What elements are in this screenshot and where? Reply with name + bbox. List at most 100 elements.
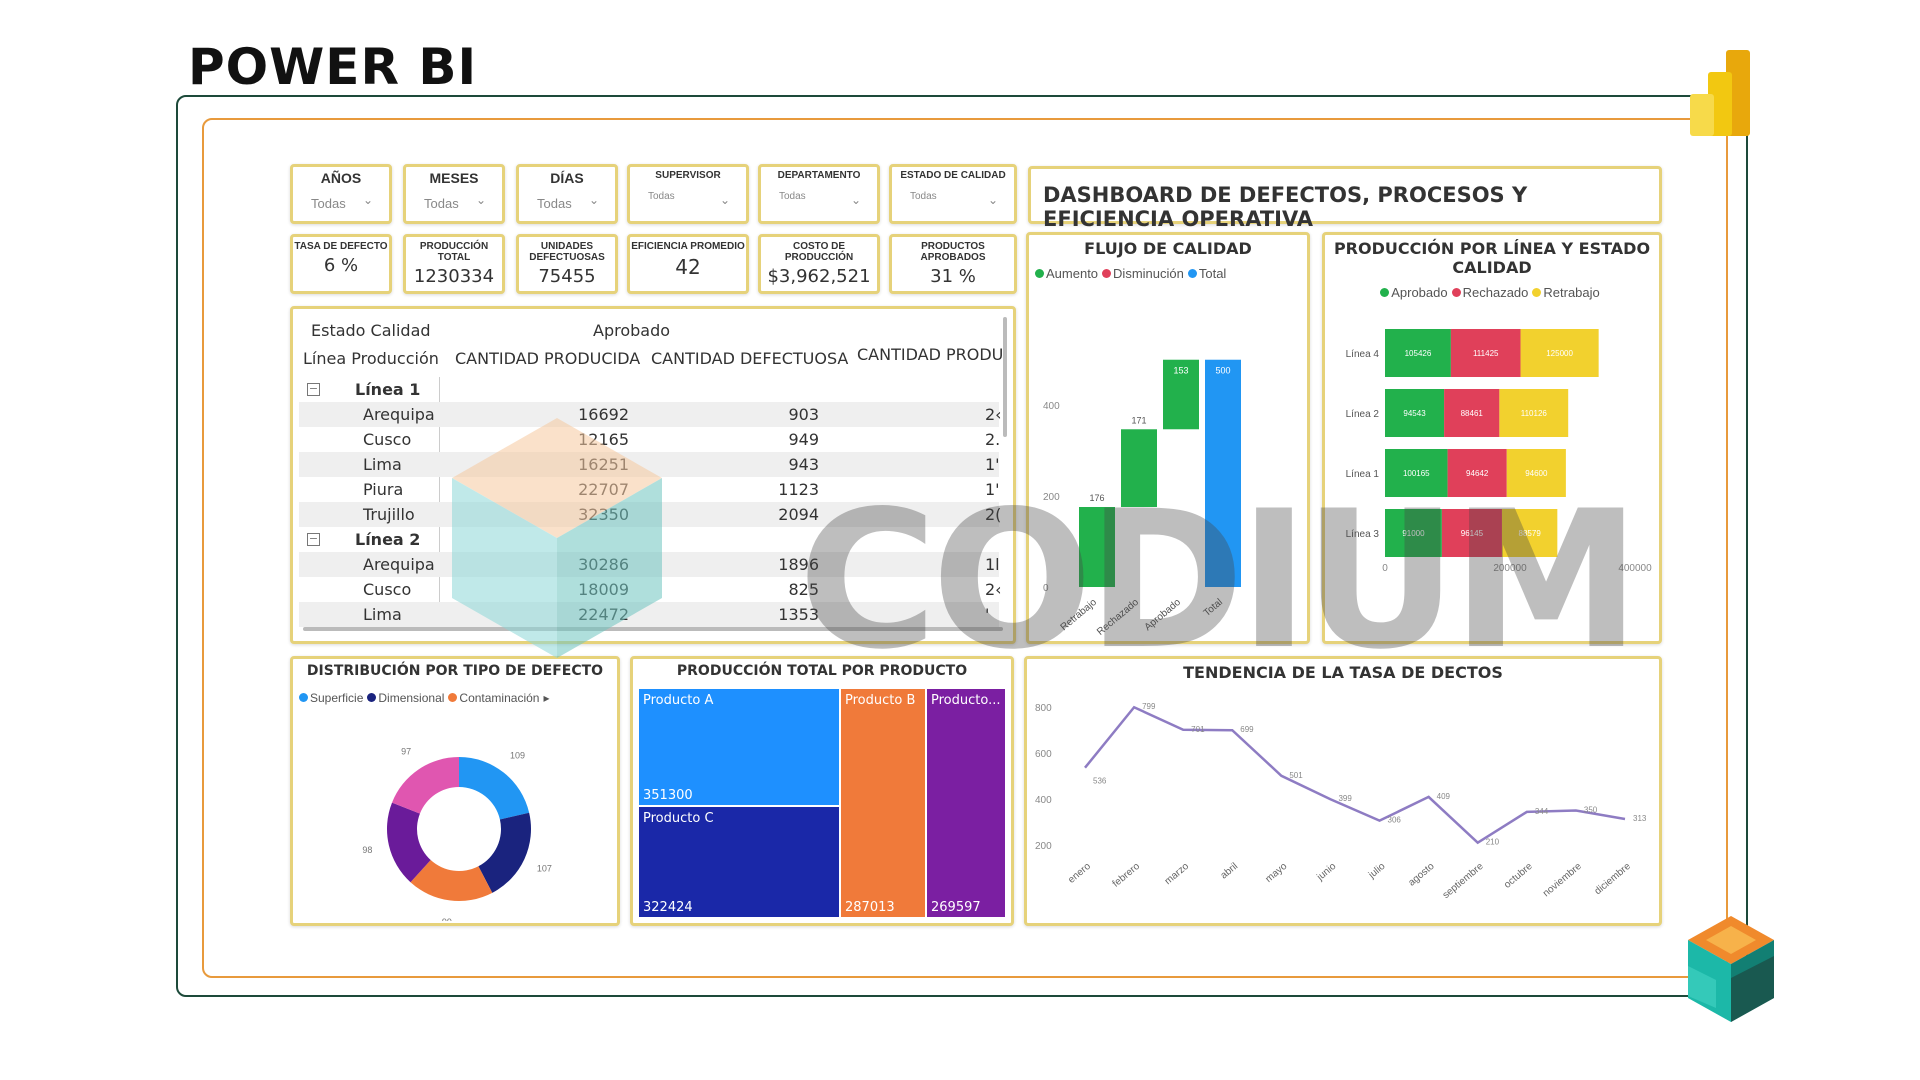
production-matrix[interactable]: Estado Calidad Aprobado Línea Producción…	[290, 306, 1016, 644]
legend-item[interactable]: Disminución	[1102, 266, 1184, 281]
legend-label: Retrabajo	[1543, 285, 1599, 300]
stacked-title-line1: PRODUCCIÓN POR LÍNEA Y ESTADO	[1325, 235, 1659, 258]
chevron-down-icon[interactable]: ⌄	[589, 193, 599, 207]
extra-cell: 1'	[985, 477, 1000, 502]
city-cell: Trujillo	[363, 502, 415, 527]
table-row[interactable]: Cusco 12165 949 2.	[299, 427, 999, 452]
city-cell: Arequipa	[363, 402, 435, 427]
legend-item[interactable]: Retrabajo	[1532, 285, 1599, 300]
legend-item[interactable]: Aprobado	[1380, 285, 1447, 300]
legend-item[interactable]: Total	[1188, 266, 1226, 281]
trend-line[interactable]	[1085, 707, 1625, 842]
table-row[interactable]: Piura 22707 1123 1'	[299, 477, 999, 502]
table-row[interactable]: Arequipa 16692 903 2‹	[299, 402, 999, 427]
legend-label: Disminución	[1113, 266, 1184, 281]
donut-slice[interactable]	[459, 757, 529, 820]
legend-label: Superficie	[310, 691, 363, 705]
slicer-3[interactable]: SUPERVISOR Todas ⌄	[627, 164, 749, 224]
produced-cell: 16692	[578, 402, 629, 427]
kpi-title: EFICIENCIA PROMEDIO	[630, 237, 746, 252]
slicer-value[interactable]: Todas	[406, 196, 502, 211]
legend-item[interactable]: Aumento	[1035, 266, 1098, 281]
data-label: 94600	[1525, 469, 1548, 478]
table-row[interactable]: Arequipa 30286 1896 1l	[299, 552, 999, 577]
kpi-card: PRODUCCIÓN TOTAL 1230334	[403, 234, 505, 294]
table-row[interactable]: − Línea 2	[299, 527, 999, 552]
x-tick-label: Retrabajo	[1059, 597, 1100, 634]
matrix-col-header[interactable]: Línea Producción	[303, 349, 447, 368]
produced-cell: 30286	[578, 552, 629, 577]
table-row[interactable]: Lima 22472 1353 '	[299, 602, 999, 627]
data-label: 501	[1289, 771, 1303, 780]
legend-item[interactable]: Superficie	[299, 691, 363, 705]
chevron-down-icon[interactable]: ⌄	[476, 193, 486, 207]
data-label: 153	[1173, 366, 1188, 376]
x-tick-label: Total	[1202, 597, 1225, 619]
legend-item[interactable]: Rechazado	[1452, 285, 1529, 300]
treemap-tile[interactable]: Producto B 287013	[841, 689, 925, 917]
slicer-value[interactable]: Todas	[519, 196, 615, 211]
waterfall-bar[interactable]	[1205, 360, 1241, 587]
group-label: Línea 2	[355, 527, 420, 552]
table-row[interactable]: Trujillo 32350 2094 2(	[299, 502, 999, 527]
chevron-down-icon[interactable]: ⌄	[851, 193, 861, 207]
x-tick-label: junio	[1314, 861, 1338, 884]
waterfall-bar[interactable]	[1079, 507, 1115, 587]
codium-cube-logo-icon	[1686, 916, 1776, 1024]
legend-item[interactable]: Contaminación	[448, 691, 539, 705]
line-chart-card: TENDENCIA DE LA TASA DE DECTOS 200 400 600…	[1024, 656, 1662, 926]
matrix-col-header[interactable]: CANTIDAD PRODU(	[857, 345, 1007, 364]
kpi-card: COSTO DE PRODUCCIÓN $3,962,521	[758, 234, 880, 294]
legend-dot-icon	[299, 693, 308, 702]
matrix-horizontal-scrollbar[interactable]	[303, 627, 1003, 631]
donut-slice[interactable]	[392, 757, 459, 814]
extra-cell: 1'	[985, 452, 1000, 477]
slicer-0[interactable]: AÑOS Todas ⌄	[290, 164, 392, 224]
data-label: 176	[1089, 493, 1104, 503]
treemap-tile[interactable]: Producto A 351300	[639, 689, 839, 805]
treemap-tile-name: Producto A	[643, 693, 713, 708]
data-label: 210	[1486, 838, 1500, 847]
slicer-title: SUPERVISOR	[630, 170, 746, 181]
stacked-bar-card: PRODUCCIÓN POR LÍNEA Y ESTADO CALIDAD Ap…	[1322, 232, 1662, 644]
x-tick-label: 200000	[1493, 563, 1527, 574]
slicer-4[interactable]: DEPARTAMENTO Todas ⌄	[758, 164, 880, 224]
legend-item[interactable]: Dimensional	[367, 691, 444, 705]
table-row[interactable]: Lima 16251 943 1'	[299, 452, 999, 477]
kpi-title: PRODUCCIÓN TOTAL	[406, 237, 502, 263]
extra-cell: 2‹	[985, 577, 1002, 602]
donut-slice[interactable]	[478, 813, 531, 893]
chevron-down-icon[interactable]: ⌄	[988, 193, 998, 207]
legend-next-icon[interactable]: ▸	[543, 691, 549, 705]
x-tick-label: diciembre	[1593, 861, 1634, 898]
collapse-toggle-icon[interactable]: −	[307, 383, 320, 396]
page-title: POWER BI	[188, 38, 477, 96]
table-row[interactable]: − Línea 1	[299, 377, 999, 402]
group-label: Línea 1	[355, 377, 420, 402]
matrix-col-header[interactable]: CANTIDAD DEFECTUOSA	[651, 349, 857, 368]
treemap-tile[interactable]: Producto... 269597	[927, 689, 1005, 917]
slicer-value[interactable]: Todas	[293, 196, 389, 211]
data-label: 88461	[1461, 409, 1484, 418]
x-tick-label: agosto	[1406, 861, 1436, 889]
donut-legend: Superficie Dimensional Contaminación ▸	[293, 691, 617, 705]
kpi-card: EFICIENCIA PROMEDIO 42	[627, 234, 749, 294]
chevron-down-icon[interactable]: ⌄	[363, 193, 373, 207]
matrix-vertical-scrollbar[interactable]	[1003, 317, 1007, 437]
y-tick-label: 200	[1043, 492, 1060, 503]
data-label: 536	[1093, 777, 1107, 786]
city-cell: Lima	[363, 602, 402, 627]
slicer-2[interactable]: DÍAS Todas ⌄	[516, 164, 618, 224]
chevron-down-icon[interactable]: ⌄	[720, 193, 730, 207]
collapse-toggle-icon[interactable]: −	[307, 533, 320, 546]
defective-cell: 2094	[778, 502, 819, 527]
slicer-1[interactable]: MESES Todas ⌄	[403, 164, 505, 224]
kpi-value: 31 %	[892, 266, 1014, 287]
legend-label: Aprobado	[1391, 285, 1447, 300]
matrix-col-header[interactable]: CANTIDAD PRODUCIDA	[455, 349, 651, 368]
waterfall-bar[interactable]	[1121, 429, 1157, 507]
slicer-5[interactable]: ESTADO DE CALIDAD Todas ⌄	[889, 164, 1017, 224]
treemap-tile-name: Producto C	[643, 811, 714, 826]
table-row[interactable]: Cusco 18009 825 2‹	[299, 577, 999, 602]
treemap-tile[interactable]: Producto C 322424	[639, 807, 839, 917]
